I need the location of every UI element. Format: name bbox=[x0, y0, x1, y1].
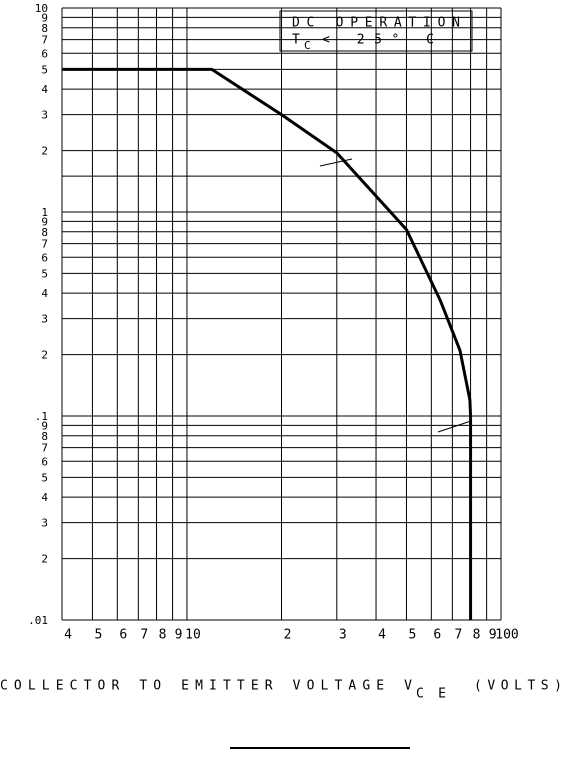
x-tick-label: 10 bbox=[185, 628, 201, 643]
y-tick-label: 3 bbox=[41, 517, 48, 530]
y-tick-label: 3 bbox=[41, 313, 48, 326]
x-tick-label: 3 bbox=[339, 628, 347, 643]
y-tick-label: 6 bbox=[41, 251, 48, 264]
y-tick-label: 5 bbox=[41, 63, 48, 76]
x-tick-label: 9 bbox=[175, 628, 183, 643]
x-tick-label: 2 bbox=[284, 628, 292, 643]
y-tick-label: 8 bbox=[41, 430, 48, 443]
y-tick-label: 8 bbox=[41, 22, 48, 35]
y-tick-label: .1 bbox=[35, 410, 48, 423]
x-tick-label: 4 bbox=[64, 628, 72, 643]
y-tick-label: 2 bbox=[41, 349, 48, 362]
x-axis-label: CE bbox=[416, 687, 446, 702]
y-tick-label: 6 bbox=[41, 455, 48, 468]
y-tick-label: 2 bbox=[41, 145, 48, 158]
y-tick-label: 4 bbox=[41, 83, 48, 96]
x-tick-label: 5 bbox=[409, 628, 417, 643]
y-tick-label: 7 bbox=[41, 238, 48, 251]
x-tick-label: 8 bbox=[159, 628, 167, 643]
x-tick-label: 9 bbox=[489, 628, 497, 643]
x-tick-label: 7 bbox=[140, 628, 148, 643]
y-tick-label: 2 bbox=[41, 553, 48, 566]
x-tick-label: 6 bbox=[433, 628, 441, 643]
y-tick-label: 10 bbox=[35, 2, 48, 15]
pointer bbox=[437, 420, 472, 433]
x-tick-label: 7 bbox=[454, 628, 462, 643]
x-tick-label: 5 bbox=[95, 628, 103, 643]
x-tick-label: 6 bbox=[119, 628, 127, 643]
x-axis-label: (VOLTS) bbox=[474, 679, 562, 694]
y-tick-label: 3 bbox=[41, 109, 48, 122]
annotation: C bbox=[304, 39, 311, 52]
y-tick-label: 5 bbox=[41, 471, 48, 484]
y-tick-label: 8 bbox=[41, 226, 48, 239]
curve bbox=[62, 67, 473, 620]
y-tick-label: 7 bbox=[41, 34, 48, 47]
pointer bbox=[319, 158, 353, 167]
y-tick-label: 4 bbox=[41, 491, 48, 504]
x-tick-label: 100 bbox=[495, 628, 518, 643]
x-tick-label: 4 bbox=[378, 628, 386, 643]
y-tick-label: 9 bbox=[41, 419, 48, 432]
y-tick-label: 5 bbox=[41, 267, 48, 280]
y-tick-label: 7 bbox=[41, 442, 48, 455]
y-tick-label: 9 bbox=[41, 215, 48, 228]
y-tick-label: 6 bbox=[41, 47, 48, 60]
y-tick-label: .01 bbox=[28, 614, 48, 627]
y-tick-label: 9 bbox=[41, 11, 48, 24]
x-tick-label: 8 bbox=[473, 628, 481, 643]
x-axis-label: COLLECTOR TO EMITTER VOLTAGE V bbox=[0, 679, 412, 694]
y-tick-label: 4 bbox=[41, 287, 48, 300]
y-tick-label: 1 bbox=[41, 206, 48, 219]
